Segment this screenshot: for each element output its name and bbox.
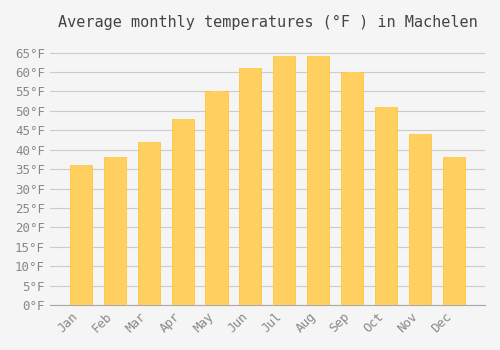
Bar (375, 107, 398, 305)
Bar (104, 158, 126, 305)
Bar (346, 72, 359, 305)
Bar (308, 56, 330, 305)
Bar (380, 107, 393, 305)
Bar (142, 142, 155, 305)
Bar (342, 72, 363, 305)
Bar (312, 56, 325, 305)
Bar (172, 119, 194, 305)
Bar (210, 91, 223, 305)
Bar (443, 158, 465, 305)
Bar (70, 165, 92, 305)
Bar (274, 56, 295, 305)
Bar (414, 134, 427, 305)
Bar (74, 165, 88, 305)
Title: Average monthly temperatures (°F ) in Machelen: Average monthly temperatures (°F ) in Ma… (58, 15, 478, 30)
Bar (409, 134, 432, 305)
Bar (240, 68, 262, 305)
Bar (108, 158, 122, 305)
Bar (278, 56, 291, 305)
Bar (176, 119, 189, 305)
Bar (244, 68, 257, 305)
Bar (138, 142, 160, 305)
Bar (206, 91, 228, 305)
Bar (448, 158, 461, 305)
